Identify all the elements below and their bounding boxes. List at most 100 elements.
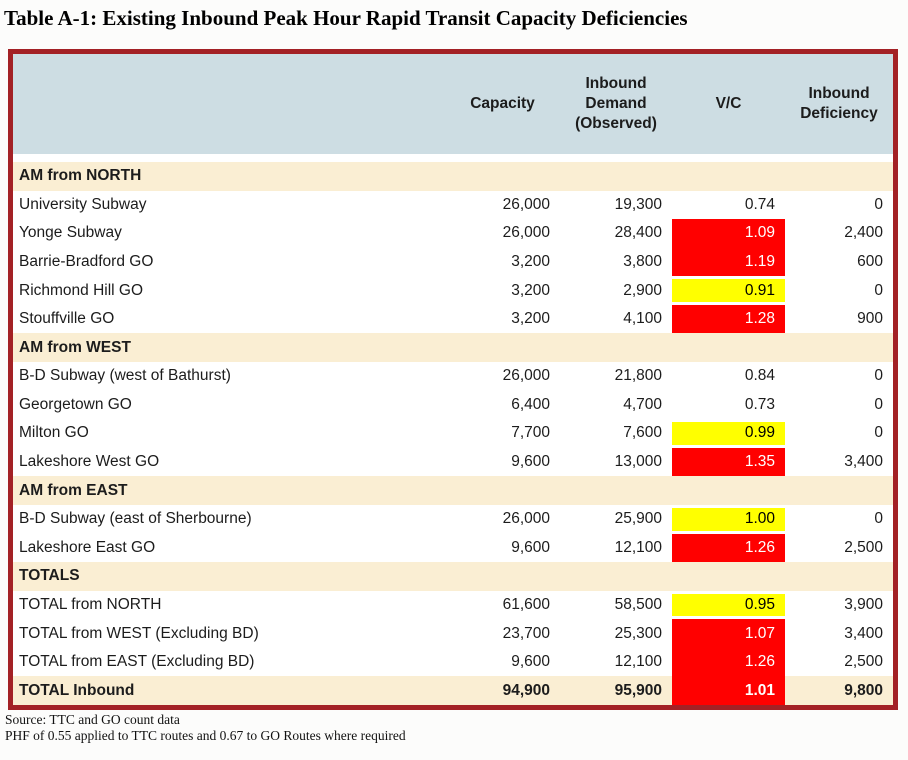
vc-value: 0.99 [672, 419, 785, 448]
deficiency-value: 9,800 [785, 676, 893, 705]
demand-value: 4,700 [560, 390, 672, 420]
capacity-value: 61,600 [445, 590, 560, 620]
demand-value: 95,900 [560, 676, 672, 705]
capacity-value: 3,200 [445, 276, 560, 305]
vc-value: 1.35 [672, 447, 785, 477]
deficiency-value: 3,400 [785, 619, 893, 648]
vc-value: 1.28 [672, 304, 785, 334]
deficiency-value: 0 [785, 504, 893, 534]
route-name: TOTAL from EAST (Excluding BD) [13, 647, 445, 677]
deficiency-value: 0 [785, 362, 893, 391]
deficiency-value: 0 [785, 276, 893, 305]
vc-value: 1.19 [672, 247, 785, 277]
section-label: AM from NORTH [13, 162, 893, 191]
capacity-value: 3,200 [445, 304, 560, 334]
capacity-value: 9,600 [445, 533, 560, 563]
vc-value: 0.73 [672, 390, 785, 420]
route-name: B-D Subway (east of Sherbourne) [13, 504, 445, 534]
header-demand: Inbound Demand (Observed) [560, 54, 672, 162]
vc-value: 1.01 [672, 676, 785, 705]
deficiency-value: 2,400 [785, 219, 893, 248]
section-row: AM from WEST [13, 333, 893, 363]
header-capacity-label: Capacity [470, 94, 535, 112]
vc-value: 1.26 [672, 647, 785, 677]
capacity-value: 9,600 [445, 647, 560, 677]
demand-value: 25,300 [560, 619, 672, 648]
table-row: Yonge Subway 26,000 28,400 1.09 2,400 [13, 219, 893, 248]
route-name: Stouffville GO [13, 304, 445, 334]
header-row: Capacity Inbound Demand (Observed) V/C I… [13, 54, 893, 162]
deficiency-value: 3,900 [785, 590, 893, 620]
phf-note: PHF of 0.55 applied to TTC routes and 0.… [5, 728, 406, 743]
route-name: Lakeshore East GO [13, 533, 445, 563]
route-name: TOTAL from NORTH [13, 590, 445, 620]
vc-value: 0.91 [672, 276, 785, 305]
table-row: Stouffville GO 3,200 4,100 1.28 900 [13, 304, 893, 334]
footnotes: Source: TTC and GO count data PHF of 0.5… [5, 712, 406, 744]
vc-value: 1.09 [672, 219, 785, 248]
demand-value: 7,600 [560, 419, 672, 448]
table-row: B-D Subway (west of Bathurst) 26,000 21,80… [13, 362, 893, 391]
table-row: TOTAL Inbound 94,900 95,900 1.01 9,800 [13, 676, 893, 705]
demand-value: 58,500 [560, 590, 672, 620]
table-row: Lakeshore West GO 9,600 13,000 1.35 3,400 [13, 447, 893, 477]
demand-value: 2,900 [560, 276, 672, 305]
demand-value: 13,000 [560, 447, 672, 477]
source-note: Source: TTC and GO count data [5, 712, 180, 727]
vc-value: 0.84 [672, 362, 785, 391]
route-name: Lakeshore West GO [13, 447, 445, 477]
table-row: University Subway 26,000 19,300 0.74 0 [13, 190, 893, 220]
header-deficiency: Inbound Deficiency [785, 54, 893, 162]
deficiency-value: 3,400 [785, 447, 893, 477]
header-route [13, 54, 445, 162]
demand-value: 4,100 [560, 304, 672, 334]
table-row: Milton GO 7,700 7,600 0.99 0 [13, 419, 893, 448]
demand-value: 28,400 [560, 219, 672, 248]
vc-value: 1.00 [672, 504, 785, 534]
deficiency-value: 2,500 [785, 533, 893, 563]
capacity-value: 6,400 [445, 390, 560, 420]
section-label: TOTALS [13, 562, 893, 591]
route-name: Milton GO [13, 419, 445, 448]
demand-value: 12,100 [560, 647, 672, 677]
vc-value: 1.07 [672, 619, 785, 648]
route-name: B-D Subway (west of Bathurst) [13, 362, 445, 391]
route-name: Georgetown GO [13, 390, 445, 420]
section-label: AM from WEST [13, 333, 893, 363]
demand-value: 21,800 [560, 362, 672, 391]
header-vc-label: V/C [715, 94, 742, 112]
vc-value: 0.74 [672, 190, 785, 220]
deficiency-value: 0 [785, 419, 893, 448]
capacity-value: 23,700 [445, 619, 560, 648]
capacity-value: 7,700 [445, 419, 560, 448]
demand-value: 12,100 [560, 533, 672, 563]
table-row: TOTAL from NORTH 61,600 58,500 0.95 3,900 [13, 590, 893, 620]
route-name: TOTAL Inbound [13, 676, 445, 705]
vc-value: 0.95 [672, 590, 785, 620]
route-name: University Subway [13, 190, 445, 220]
table-row: Lakeshore East GO 9,600 12,100 1.26 2,500 [13, 533, 893, 563]
table-row: B-D Subway (east of Sherbourne) 26,000 25,… [13, 504, 893, 534]
deficiency-value: 2,500 [785, 647, 893, 677]
capacity-value: 26,000 [445, 504, 560, 534]
deficiency-value: 900 [785, 304, 893, 334]
deficiency-value: 600 [785, 247, 893, 277]
table-row: TOTAL from EAST (Excluding BD) 9,600 12,10… [13, 647, 893, 677]
deficiency-value: 0 [785, 390, 893, 420]
demand-value: 3,800 [560, 247, 672, 277]
section-row: TOTALS [13, 562, 893, 591]
route-name: Yonge Subway [13, 219, 445, 248]
route-name: TOTAL from WEST (Excluding BD) [13, 619, 445, 648]
route-name: Barrie-Bradford GO [13, 247, 445, 277]
capacity-value: 26,000 [445, 219, 560, 248]
header-deficiency-label: Inbound Deficiency [800, 84, 878, 122]
section-row: AM from EAST [13, 476, 893, 505]
capacity-value: 94,900 [445, 676, 560, 705]
section-label: AM from EAST [13, 476, 893, 505]
table-title: Table A-1: Existing Inbound Peak Hour Ra… [4, 6, 688, 30]
header-vc: V/C [672, 54, 785, 162]
table-row: Georgetown GO 6,400 4,700 0.73 0 [13, 390, 893, 420]
capacity-value: 9,600 [445, 447, 560, 477]
header-capacity: Capacity [445, 54, 560, 162]
